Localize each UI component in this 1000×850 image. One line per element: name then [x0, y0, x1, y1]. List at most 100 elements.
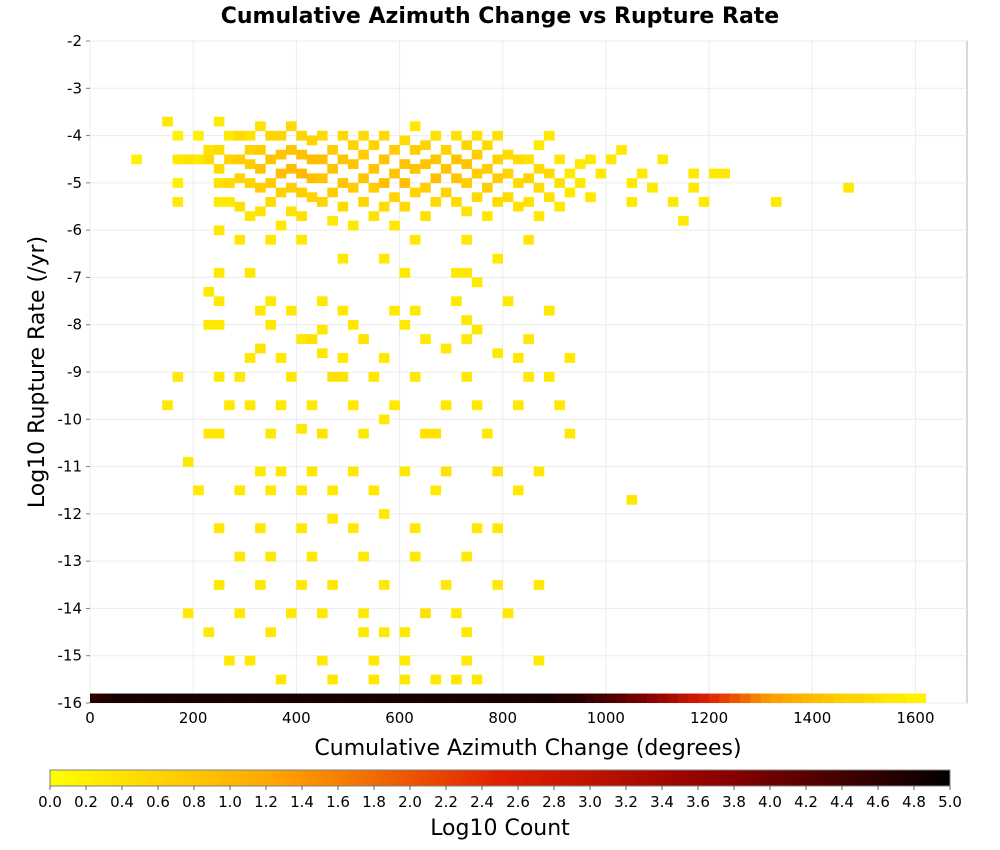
heatmap-cell	[213, 523, 225, 534]
heatmap-cell	[286, 372, 297, 382]
heatmap-cell	[296, 334, 307, 344]
heatmap-cell	[327, 145, 338, 155]
heatmap-cell	[347, 523, 359, 534]
heatmap-cell-bottom-row	[585, 693, 596, 703]
heatmap-cell-bottom-row	[409, 693, 421, 703]
heatmap-cell	[492, 197, 504, 207]
heatmap-cell-bottom-row	[770, 693, 782, 703]
heatmap-cell	[554, 201, 565, 212]
heatmap-cell	[451, 608, 462, 619]
heatmap-cell-bottom-row	[110, 693, 122, 703]
heatmap-cell	[213, 580, 225, 590]
heatmap-cell	[286, 608, 297, 619]
heatmap-cell	[327, 580, 338, 590]
heatmap-cell	[296, 580, 307, 590]
heatmap-cell	[193, 130, 204, 141]
heatmap-cell	[296, 424, 307, 434]
heatmap-cell	[461, 140, 473, 151]
y-tick-label: -7	[67, 268, 82, 286]
colorbar-tick-label: 3.8	[722, 793, 746, 811]
heatmap-cell	[502, 192, 514, 203]
heatmap-cell	[358, 551, 369, 562]
heatmap-cell	[316, 154, 328, 165]
heatmap-cells	[90, 116, 927, 703]
heatmap-cell	[471, 149, 483, 160]
heatmap-cell	[378, 580, 390, 590]
y-tick-label: -12	[58, 505, 83, 523]
heatmap-cell	[523, 154, 534, 165]
heatmap-cell-bottom-row	[595, 693, 607, 703]
colorbar-tick-label: 4.2	[794, 793, 818, 811]
heatmap-cell	[244, 211, 256, 221]
heatmap-cell	[399, 466, 411, 477]
heatmap-cell	[378, 509, 390, 519]
heatmap-cell	[420, 428, 431, 439]
heatmap-cell	[358, 627, 369, 638]
heatmap-cell	[265, 130, 277, 141]
heatmap-cell-bottom-row	[513, 693, 524, 703]
heatmap-cell	[255, 121, 266, 132]
heatmap-cell-bottom-row	[688, 693, 700, 703]
heatmap-cell	[213, 296, 225, 307]
heatmap-cell	[234, 173, 246, 184]
colorbar-tick-label: 4.6	[866, 793, 890, 811]
heatmap-cell-bottom-row	[636, 693, 648, 703]
heatmap-cell	[244, 130, 256, 141]
heatmap-cell	[358, 608, 369, 619]
heatmap-cell	[502, 149, 514, 160]
heatmap-cell	[172, 130, 184, 141]
heatmap-cell	[347, 466, 359, 477]
heatmap-cell	[244, 178, 256, 188]
heatmap-cell	[265, 178, 277, 188]
heatmap-cell	[296, 485, 307, 496]
heatmap-cell	[337, 201, 349, 212]
heatmap-cell	[358, 149, 369, 160]
heatmap-cell	[244, 267, 256, 278]
heatmap-cell	[378, 178, 390, 188]
colorbar-tick-label: 3.6	[686, 793, 710, 811]
heatmap-cell	[482, 182, 493, 193]
heatmap-cell	[471, 130, 483, 141]
heatmap-cell	[203, 428, 215, 439]
heatmap-cell-bottom-row	[234, 693, 246, 703]
heatmap-cell	[523, 173, 534, 184]
heatmap-cell	[451, 173, 462, 184]
heatmap-cell-bottom-row	[533, 693, 545, 703]
heatmap-cell	[647, 182, 658, 193]
heatmap-cell	[440, 187, 452, 198]
heatmap-cell	[275, 187, 287, 198]
heatmap-cell-bottom-row	[678, 693, 689, 703]
heatmap-cell	[316, 173, 328, 184]
heatmap-cell	[574, 178, 586, 188]
heatmap-cell	[337, 372, 349, 382]
heatmap-cell	[286, 305, 297, 316]
heatmap-cell	[471, 277, 483, 288]
heatmap-cell	[275, 674, 287, 685]
heatmap-cell	[399, 159, 411, 169]
heatmap-cell	[244, 353, 256, 363]
y-tick-label: -14	[58, 599, 83, 617]
heatmap-cell	[471, 192, 483, 203]
heatmap-cell	[213, 197, 225, 207]
heatmap-cell	[430, 197, 442, 207]
heatmap-cell	[306, 334, 318, 344]
heatmap-cell	[234, 551, 246, 562]
heatmap-cell	[513, 353, 524, 363]
colorbar-tick-label: 4.0	[758, 793, 782, 811]
heatmap-cell-bottom-row	[543, 693, 555, 703]
heatmap-cell	[420, 182, 431, 193]
heatmap-cell-bottom-row	[337, 693, 349, 703]
heatmap-cell-bottom-row	[482, 693, 493, 703]
heatmap-cell	[626, 494, 638, 505]
heatmap-cell-bottom-row	[719, 693, 730, 703]
heatmap-cell	[213, 145, 225, 155]
heatmap-cell	[533, 211, 545, 221]
y-axis-label: Log10 Rupture Rate (/yr)	[25, 236, 50, 508]
heatmap-cell	[389, 305, 400, 316]
heatmap-cell	[420, 608, 431, 619]
heatmap-cell	[316, 324, 328, 335]
heatmap-cell	[533, 655, 545, 666]
heatmap-cell-bottom-row	[203, 693, 215, 703]
heatmap-cell	[172, 154, 184, 165]
heatmap-cell	[502, 608, 514, 619]
